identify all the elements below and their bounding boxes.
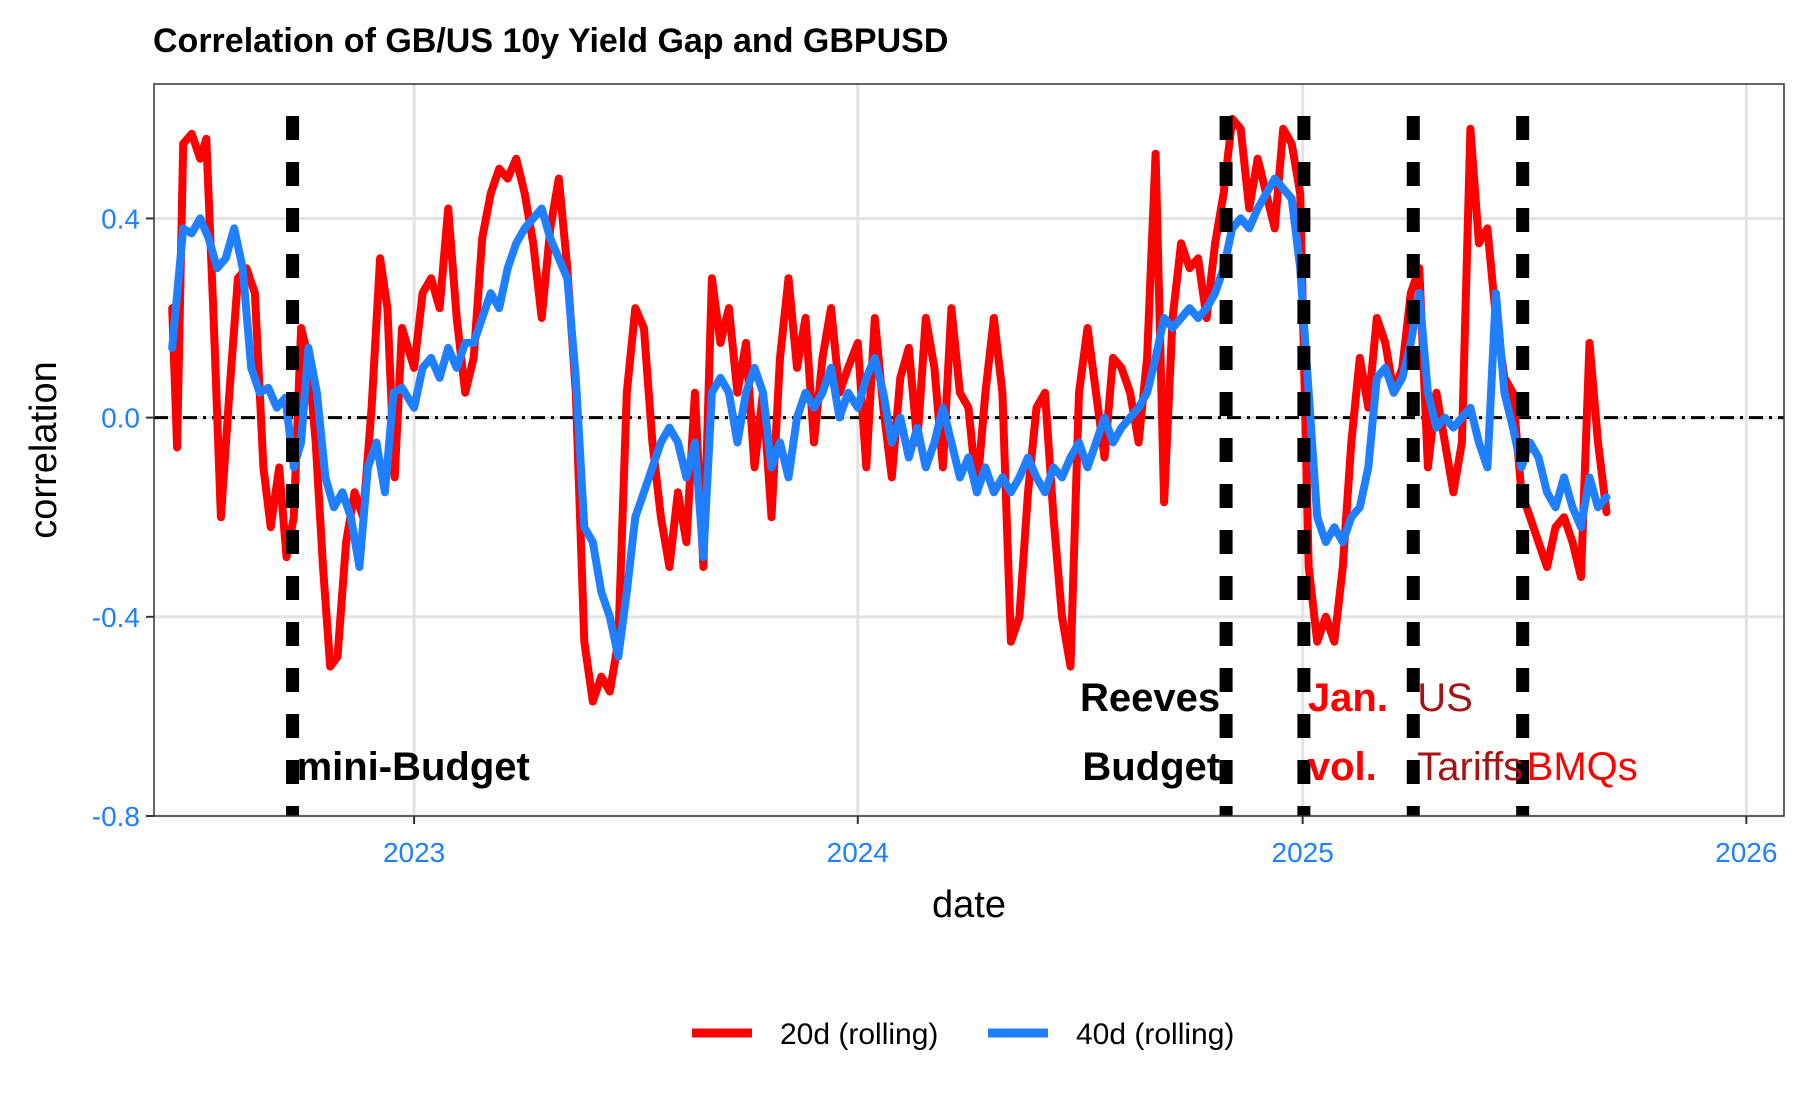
x-tick-label: 2026 xyxy=(1715,837,1777,868)
y-tick-label: 0.4 xyxy=(101,203,140,234)
x-tick-label: 2023 xyxy=(383,837,445,868)
y-tick-label: -0.8 xyxy=(92,801,140,832)
legend-label: 40d (rolling) xyxy=(1076,1018,1234,1051)
event-label: Reeves xyxy=(1080,676,1220,720)
x-tick-label: 2024 xyxy=(827,837,889,868)
legend: 20d (rolling) 40d (rolling) xyxy=(692,1018,1234,1051)
event-label: Tariffs xyxy=(1417,745,1523,789)
y-axis-title: correlation xyxy=(23,361,65,538)
chart-title: Correlation of GB/US 10y Yield Gap and G… xyxy=(153,22,948,60)
plot-frame xyxy=(153,83,1785,817)
event-label: Jan. xyxy=(1308,676,1388,720)
event-annotations: mini-Budget Reeves Budget Jan. vol. US Tariffs… xyxy=(297,676,1638,789)
x-axis-title: date xyxy=(932,884,1006,926)
event-label: Budget xyxy=(1082,745,1220,789)
series-lines xyxy=(168,114,1611,706)
legend-label: 20d (rolling) xyxy=(780,1018,938,1051)
x-tick-label: 2025 xyxy=(1272,837,1334,868)
y-tick-label: -0.4 xyxy=(92,602,140,633)
x-axis-ticks: 2023 2024 2025 2026 xyxy=(383,816,1777,868)
event-label: mini-Budget xyxy=(297,745,530,789)
y-tick-label: 0.0 xyxy=(101,403,140,434)
y-axis-ticks: -0.8 -0.4 0.0 0.4 xyxy=(92,203,154,832)
event-label: BMQs xyxy=(1527,745,1638,789)
event-label: vol. xyxy=(1308,745,1377,789)
event-label: US xyxy=(1417,676,1473,720)
series-line-40d xyxy=(168,174,1611,661)
